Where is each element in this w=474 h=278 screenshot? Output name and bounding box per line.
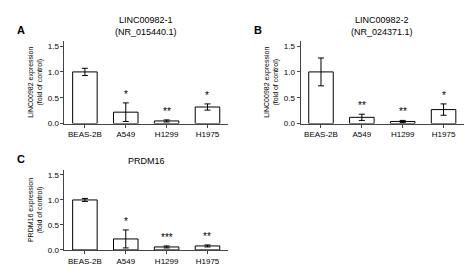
svg-text:1.0: 1.0 (48, 68, 60, 77)
svg-text:0.5: 0.5 (48, 94, 60, 103)
svg-text:B: B (254, 24, 262, 36)
svg-text:LINC00982-2(NR_024371.1): LINC00982-2(NR_024371.1) (351, 15, 413, 37)
svg-text:*: * (205, 90, 209, 101)
svg-text:A: A (17, 24, 25, 36)
svg-text:1.0: 1.0 (48, 196, 60, 205)
svg-text:H1975: H1975 (196, 257, 220, 266)
svg-text:H1975: H1975 (432, 130, 456, 139)
svg-text:PRDM16 expression(fold of cont: PRDM16 expression(fold of control) (27, 178, 44, 242)
svg-text:1.0: 1.0 (284, 68, 296, 77)
svg-text:***: *** (161, 232, 173, 243)
svg-text:*: * (124, 216, 128, 227)
svg-text:*: * (124, 89, 128, 100)
svg-text:H1299: H1299 (155, 130, 179, 139)
svg-text:A549: A549 (353, 130, 372, 139)
svg-text:0.0: 0.0 (48, 246, 60, 255)
svg-text:A549: A549 (116, 130, 135, 139)
svg-text:BEAS-2B: BEAS-2B (304, 130, 338, 139)
svg-text:**: ** (203, 231, 211, 242)
svg-text:LINC00982-1(NR_015440.1): LINC00982-1(NR_015440.1) (115, 15, 177, 37)
svg-text:**: ** (358, 100, 366, 111)
svg-text:**: ** (163, 106, 171, 117)
svg-text:*: * (442, 90, 446, 101)
svg-text:LINC00982 expression(fold of c: LINC00982 expression(fold of control) (27, 47, 44, 118)
svg-text:BEAS-2B: BEAS-2B (68, 130, 102, 139)
svg-text:1.5: 1.5 (284, 42, 296, 51)
svg-text:LINC00982 expression(fold of c: LINC00982 expression(fold of control) (263, 47, 280, 118)
svg-text:0.5: 0.5 (48, 221, 60, 230)
svg-text:H1299: H1299 (155, 257, 179, 266)
svg-text:C: C (17, 153, 25, 165)
svg-text:0.0: 0.0 (284, 119, 296, 128)
svg-text:0.5: 0.5 (284, 94, 296, 103)
svg-text:1.5: 1.5 (48, 171, 60, 180)
svg-text:BEAS-2B: BEAS-2B (68, 257, 102, 266)
svg-text:**: ** (399, 106, 407, 117)
svg-text:1.5: 1.5 (48, 42, 60, 51)
svg-text:H1975: H1975 (196, 130, 220, 139)
svg-text:A549: A549 (116, 257, 135, 266)
svg-text:H1299: H1299 (391, 130, 415, 139)
svg-text:PRDM16: PRDM16 (128, 156, 165, 166)
svg-text:0.0: 0.0 (48, 119, 60, 128)
